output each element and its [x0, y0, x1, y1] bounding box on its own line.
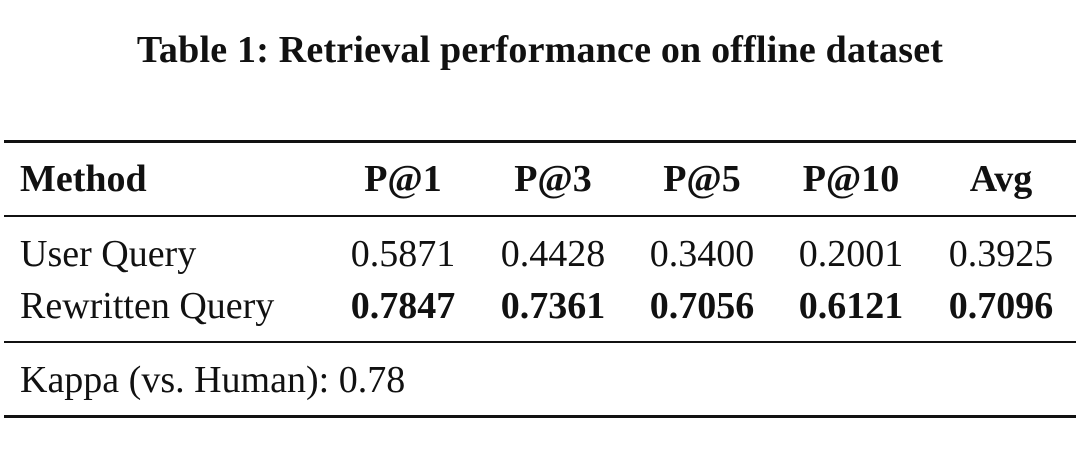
row-user-query-p3: 0.4428 — [500, 233, 606, 275]
row-rewritten-query-p3: 0.7361 — [500, 285, 606, 327]
row-user-query-p5: 0.3400 — [649, 233, 755, 275]
row-user-query-p1: 0.5871 — [350, 233, 456, 275]
row-rewritten-query-p10: 0.6121 — [798, 285, 904, 327]
row-rewritten-query-p5: 0.7056 — [649, 285, 755, 327]
header-p5: P@5 — [663, 158, 741, 200]
kappa-footer: Kappa (vs. Human): 0.78 — [20, 359, 406, 401]
row-rewritten-query-avg: 0.7096 — [948, 285, 1054, 327]
top-rule — [4, 140, 1076, 143]
header-p1: P@1 — [364, 158, 442, 200]
header-rule — [4, 215, 1076, 217]
table-caption: Table 1: Retrieval performance on offlin… — [136, 29, 944, 71]
row-user-query-p10: 0.2001 — [798, 233, 904, 275]
header-p3: P@3 — [514, 158, 592, 200]
body-rule — [4, 341, 1076, 343]
row-rewritten-query-p1: 0.7847 — [350, 285, 456, 327]
row-rewritten-query-method: Rewritten Query — [20, 285, 275, 327]
bottom-rule — [4, 415, 1076, 418]
header-avg: Avg — [969, 158, 1033, 200]
header-p10: P@10 — [802, 158, 900, 200]
header-method: Method — [20, 158, 147, 200]
row-user-query-avg: 0.3925 — [948, 233, 1054, 275]
row-user-query-method: User Query — [20, 233, 197, 275]
